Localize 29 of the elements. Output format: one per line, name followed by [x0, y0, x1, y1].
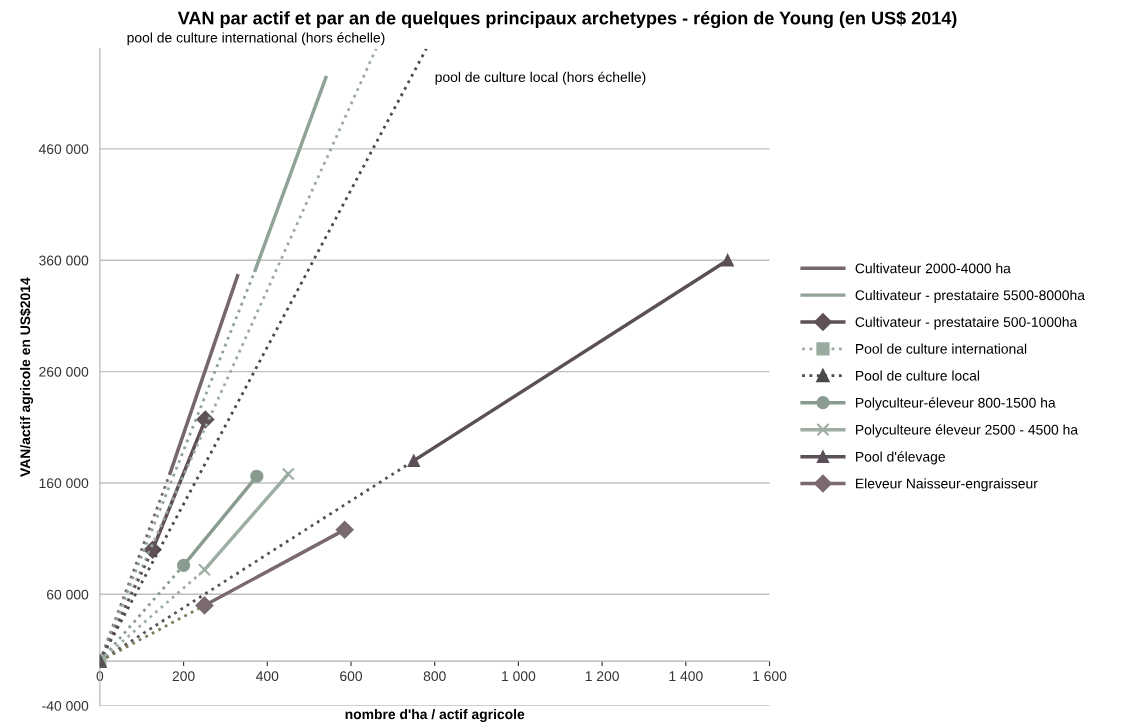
legend-label: Cultivateur - prestataire 500-1000ha [855, 316, 1078, 330]
x-tick-label: 1 600 [753, 671, 787, 682]
x-tick-label: 0 [96, 671, 104, 682]
y-tick-label: 160 000 [39, 478, 89, 489]
y-tick-label: -40 000 [42, 701, 89, 711]
x-axis-title: nombre d'ha / actif agricole [345, 708, 525, 722]
y-tick-label: 60 000 [47, 589, 89, 600]
x-tick-label: 1 200 [585, 671, 619, 682]
annotation: pool de culture local (hors échelle) [435, 71, 646, 85]
y-tick-label: 260 000 [39, 366, 89, 377]
x-tick-label: 800 [423, 671, 446, 682]
x-tick-label: 1 000 [502, 671, 536, 682]
legend-label: Pool de culture international [856, 343, 1027, 354]
x-tick-label: 1 400 [669, 671, 703, 682]
y-tick-label: 460 000 [38, 144, 89, 155]
chart-title: VAN par actif et par an de quelques principaux archetypes - région de Young (en US$ 2014) [177, 10, 957, 29]
x-tick-label: 200 [172, 671, 195, 682]
legend-label: Cultivateur 2000-4000 ha [855, 263, 1011, 274]
legend-label: Pool d'élevage [856, 451, 945, 465]
legend-label: Pool de culture local [856, 370, 980, 381]
y-tick-label: 360 000 [39, 255, 89, 266]
legend-label: Polyculteure éleveur 2500 - 4500 ha [856, 424, 1079, 438]
x-tick-label: 600 [340, 671, 363, 682]
legend-label: Cultivateur - prestataire 5500-8000ha [855, 289, 1085, 303]
legend-label: Polyculteur-éleveur 800-1500 ha [856, 397, 1056, 411]
y-axis-title: VAN/actif agricole en US$2014 [19, 277, 34, 477]
x-tick-label: 400 [256, 671, 279, 682]
legend-label: Eleveur Naisseur-engraisseur [856, 478, 1038, 492]
text: pool de culture international (hors échelle) [127, 32, 385, 46]
